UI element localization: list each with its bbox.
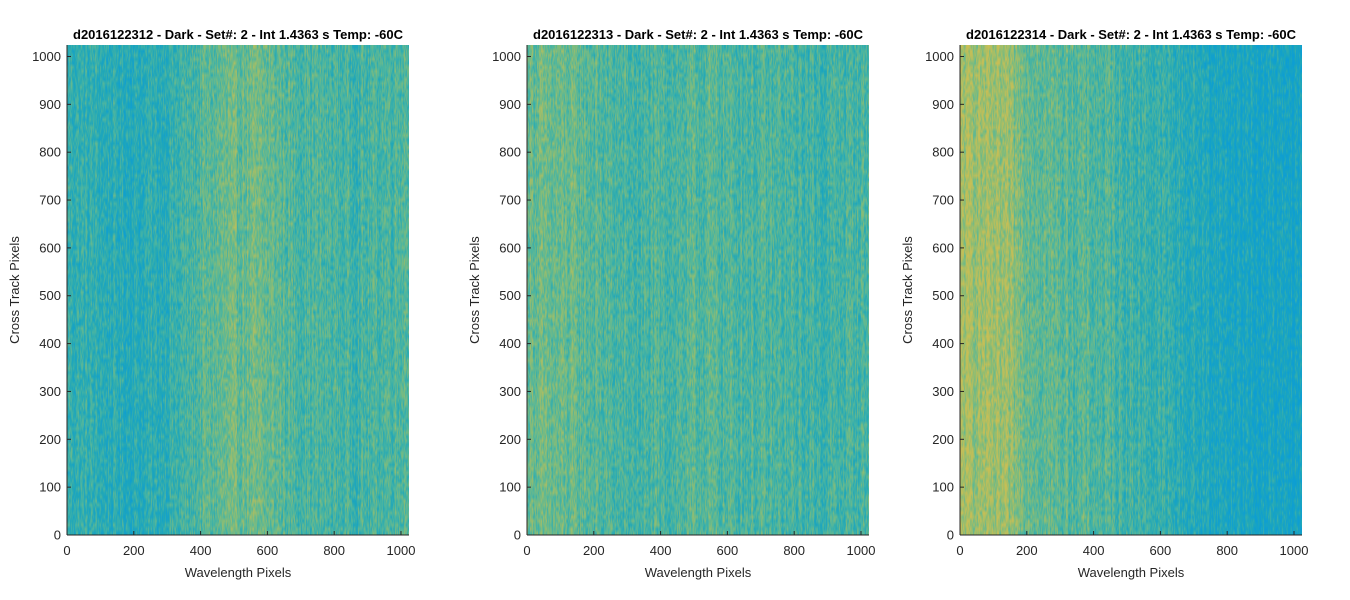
x-axis-label: Wavelength Pixels <box>1078 565 1185 580</box>
heatmap-image <box>960 45 1302 535</box>
y-tick-label: 600 <box>932 240 954 255</box>
x-axis-label: Wavelength Pixels <box>645 565 752 580</box>
y-tick-label: 900 <box>932 97 954 112</box>
y-tick-label: 700 <box>932 193 954 208</box>
x-tick-label: 800 <box>323 543 345 558</box>
y-tick-label: 400 <box>39 336 61 351</box>
x-tick-label: 1000 <box>847 543 876 558</box>
x-tick-label: 400 <box>1083 543 1105 558</box>
y-tick-label: 1000 <box>492 49 521 64</box>
y-tick-label: 200 <box>499 432 521 447</box>
x-tick-label: 800 <box>783 543 805 558</box>
y-tick-label: 500 <box>932 288 954 303</box>
y-tick-label: 800 <box>39 145 61 160</box>
chart-title: d2016122313 - Dark - Set#: 2 - Int 1.436… <box>533 27 864 42</box>
y-tick-label: 900 <box>39 97 61 112</box>
y-tick-label: 400 <box>499 336 521 351</box>
y-tick-label: 600 <box>39 240 61 255</box>
chart-title: d2016122314 - Dark - Set#: 2 - Int 1.436… <box>966 27 1297 42</box>
x-tick-label: 200 <box>123 543 145 558</box>
x-tick-label: 600 <box>257 543 279 558</box>
chart-panel-3: 0 200 400 600 800 1000 0 100 200 300 400 500 600 700 8… <box>900 27 1308 580</box>
y-tick-label: 200 <box>932 432 954 447</box>
y-tick-label: 1000 <box>32 49 61 64</box>
x-axis-label: Wavelength Pixels <box>185 565 292 580</box>
y-tick-label: 700 <box>39 193 61 208</box>
y-tick-label: 800 <box>499 145 521 160</box>
x-tick-label: 0 <box>63 543 70 558</box>
y-tick-label: 500 <box>39 288 61 303</box>
y-tick-label: 300 <box>499 384 521 399</box>
y-tick-label: 0 <box>947 528 954 543</box>
heatmap-image <box>67 45 409 535</box>
y-tick-label: 100 <box>499 480 521 495</box>
y-tick-label: 600 <box>499 240 521 255</box>
x-tick-label: 800 <box>1216 543 1238 558</box>
y-tick-label: 500 <box>499 288 521 303</box>
x-tick-label: 600 <box>1150 543 1172 558</box>
chart-panel-1: 0 200 400 600 800 1000 0 100 200 300 400 500 600 700 8… <box>7 27 415 580</box>
y-tick-label: 300 <box>932 384 954 399</box>
x-tick-label: 600 <box>717 543 739 558</box>
x-tick-label: 0 <box>523 543 530 558</box>
y-axis-label: Cross Track Pixels <box>7 236 22 344</box>
heatmap-image <box>527 45 869 535</box>
y-axis-label: Cross Track Pixels <box>900 236 915 344</box>
chart-panel-2: 0 200 400 600 800 1000 0 100 200 300 400 500 600 700 8… <box>467 27 875 580</box>
y-axis-label: Cross Track Pixels <box>467 236 482 344</box>
y-tick-label: 200 <box>39 432 61 447</box>
y-tick-label: 0 <box>514 528 521 543</box>
x-tick-label: 200 <box>583 543 605 558</box>
y-tick-label: 900 <box>499 97 521 112</box>
y-tick-label: 100 <box>39 480 61 495</box>
x-tick-label: 400 <box>190 543 212 558</box>
y-tick-label: 0 <box>54 528 61 543</box>
y-tick-label: 100 <box>932 480 954 495</box>
y-tick-label: 400 <box>932 336 954 351</box>
x-tick-label: 1000 <box>1280 543 1309 558</box>
x-tick-label: 0 <box>956 543 963 558</box>
x-tick-label: 400 <box>650 543 672 558</box>
y-tick-label: 800 <box>932 145 954 160</box>
y-tick-label: 300 <box>39 384 61 399</box>
y-tick-label: 700 <box>499 193 521 208</box>
x-tick-label: 1000 <box>387 543 416 558</box>
chart-title: d2016122312 - Dark - Set#: 2 - Int 1.436… <box>73 27 404 42</box>
x-tick-label: 200 <box>1016 543 1038 558</box>
y-tick-label: 1000 <box>925 49 954 64</box>
